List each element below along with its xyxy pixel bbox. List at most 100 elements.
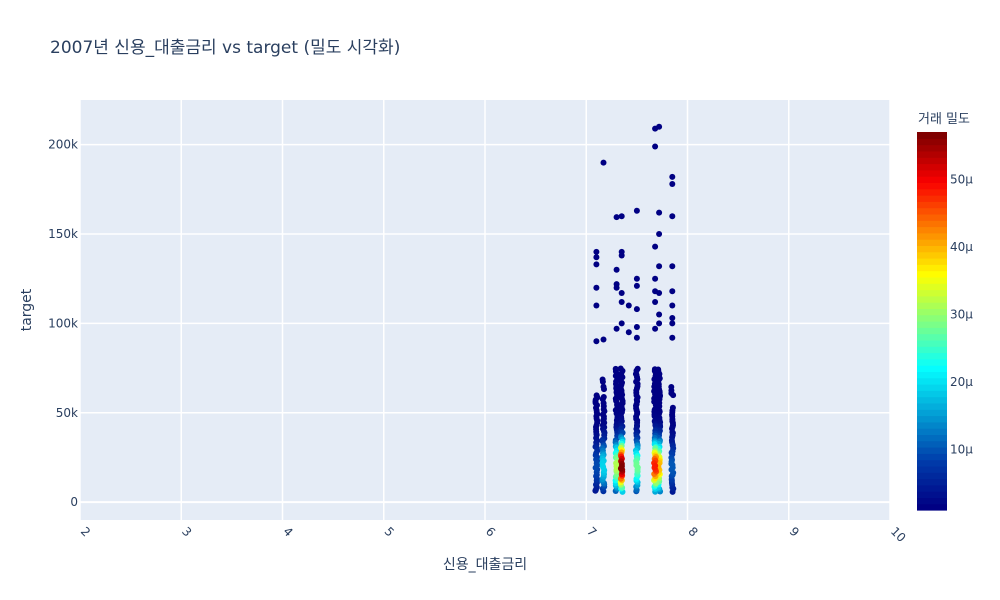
colorbar-segment bbox=[917, 447, 947, 454]
colorbar-segment bbox=[917, 220, 947, 228]
data-point bbox=[669, 315, 676, 321]
data-point bbox=[618, 290, 625, 296]
colorbar-tick-label: 50μ bbox=[950, 172, 973, 186]
data-point bbox=[593, 248, 600, 255]
colorbar-segment bbox=[917, 289, 947, 297]
colorbar-segment bbox=[917, 434, 947, 442]
colorbar-segment bbox=[917, 264, 947, 272]
colorbar-segment bbox=[917, 157, 947, 165]
data-point bbox=[618, 252, 625, 259]
y-tick-label: 50k bbox=[56, 406, 78, 420]
data-point bbox=[670, 392, 677, 399]
data-point bbox=[669, 181, 676, 187]
colorbar-segment bbox=[917, 365, 947, 372]
data-point bbox=[656, 231, 663, 237]
data-point bbox=[618, 299, 625, 305]
colorbar-segment bbox=[917, 371, 947, 379]
colorbar-segment bbox=[917, 188, 947, 196]
x-tick-label: 10 bbox=[888, 524, 909, 545]
data-point bbox=[593, 261, 600, 268]
colorbar-segment bbox=[917, 176, 947, 183]
colorbar-title: 거래 밀도 bbox=[918, 112, 970, 127]
colorbar-segment bbox=[917, 465, 947, 473]
colorbar-segment bbox=[917, 478, 947, 486]
data-point bbox=[593, 254, 600, 261]
data-point bbox=[669, 173, 676, 180]
data-point bbox=[656, 320, 663, 327]
y-tick-label: 200k bbox=[48, 138, 78, 152]
colorbar-segment bbox=[917, 232, 947, 240]
data-point bbox=[618, 213, 625, 220]
data-point bbox=[618, 320, 625, 327]
colorbar-segment bbox=[917, 377, 947, 385]
colorbar-segment bbox=[917, 484, 947, 492]
colorbar-segment bbox=[917, 258, 947, 265]
x-tick-label: 6 bbox=[483, 524, 498, 539]
data-point bbox=[613, 325, 620, 332]
colorbar-segment bbox=[917, 421, 947, 429]
colorbar-segment bbox=[917, 144, 947, 152]
data-point bbox=[594, 462, 601, 469]
grid-layer bbox=[79, 100, 891, 520]
colorbar-segment bbox=[917, 428, 947, 435]
data-point bbox=[601, 386, 607, 393]
data-point bbox=[669, 334, 676, 341]
colorbar-segment bbox=[917, 459, 947, 467]
y-axis-title: target bbox=[19, 288, 35, 331]
x-tick-label: 9 bbox=[787, 524, 802, 539]
data-point bbox=[656, 263, 663, 270]
colorbar-tick-label: 40μ bbox=[950, 240, 973, 254]
points-layer bbox=[592, 123, 677, 495]
colorbar-segment bbox=[917, 276, 947, 284]
x-tick-label: 4 bbox=[280, 524, 295, 539]
x-tick-label: 7 bbox=[584, 524, 599, 539]
colorbar-segment bbox=[917, 150, 947, 158]
data-point bbox=[613, 284, 620, 291]
data-point bbox=[669, 213, 676, 220]
data-point bbox=[599, 378, 606, 385]
colorbar-segment bbox=[917, 169, 947, 177]
colorbar-segment bbox=[917, 201, 947, 209]
data-point bbox=[593, 338, 600, 345]
data-point bbox=[600, 336, 607, 343]
data-point bbox=[656, 311, 663, 318]
data-point bbox=[669, 288, 676, 295]
data-point bbox=[633, 306, 640, 313]
data-point bbox=[669, 302, 676, 309]
data-point bbox=[633, 207, 640, 214]
data-point bbox=[593, 284, 600, 291]
data-point bbox=[618, 463, 625, 470]
colorbar-segment bbox=[917, 163, 947, 171]
colorbar-segment bbox=[917, 302, 947, 309]
data-point bbox=[633, 334, 640, 341]
data-point bbox=[633, 282, 640, 289]
data-point bbox=[625, 329, 632, 336]
colorbar-segment bbox=[917, 132, 947, 139]
colorbar-segment bbox=[917, 182, 947, 190]
data-point bbox=[652, 462, 659, 469]
data-point bbox=[669, 263, 676, 270]
data-point bbox=[656, 290, 663, 296]
x-tick-label: 8 bbox=[685, 524, 700, 539]
colorbar-segment bbox=[917, 207, 947, 215]
colorbar-segment bbox=[917, 295, 947, 303]
data-point bbox=[633, 462, 640, 469]
data-point bbox=[625, 302, 632, 309]
colorbar-tick-label: 20μ bbox=[950, 375, 973, 389]
colorbar-segment bbox=[917, 339, 947, 347]
colorbar-segment bbox=[917, 308, 947, 316]
colorbar-tick-label: 30μ bbox=[950, 307, 973, 321]
colorbar-segment bbox=[917, 213, 947, 221]
data-point bbox=[633, 275, 640, 282]
y-tick-label: 0 bbox=[70, 495, 78, 509]
data-point bbox=[652, 275, 659, 282]
colorbar-segment bbox=[917, 321, 947, 328]
colorbar-segment bbox=[917, 390, 947, 398]
colorbar-segment bbox=[917, 251, 947, 259]
colorbar-segment bbox=[917, 453, 947, 461]
data-point bbox=[652, 243, 659, 250]
data-point bbox=[600, 159, 607, 166]
colorbar-segment bbox=[917, 239, 947, 246]
colorbar-segment bbox=[917, 491, 947, 498]
